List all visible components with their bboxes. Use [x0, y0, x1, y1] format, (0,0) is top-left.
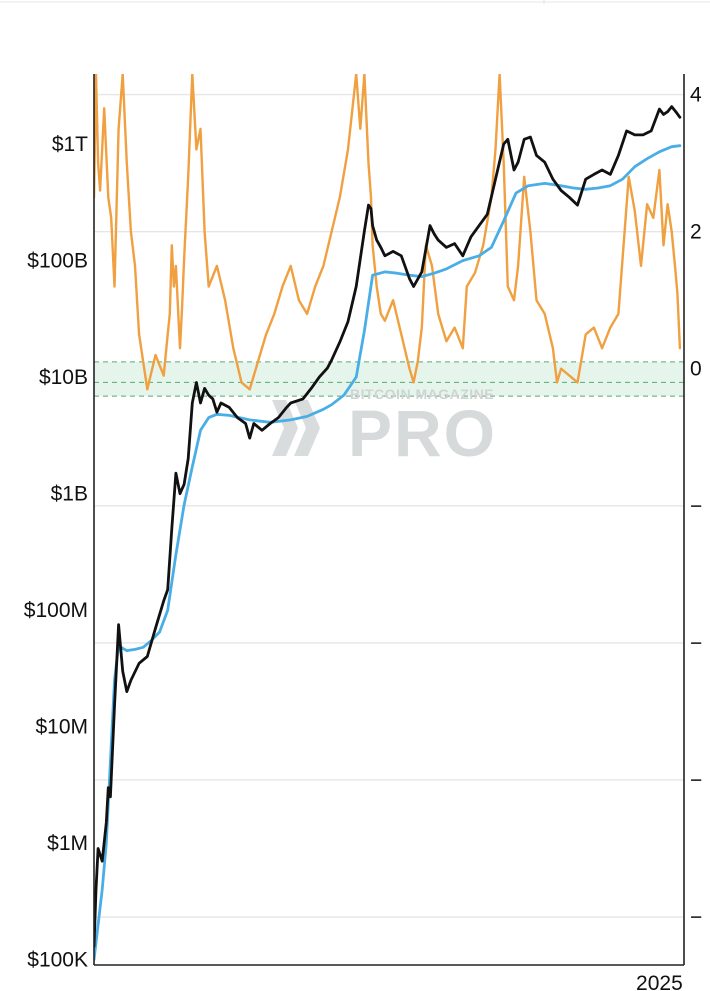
watermark-line1: BITCOIN MAGAZINE: [350, 386, 494, 402]
right-tick-label: −: [690, 495, 702, 518]
right-tick-label: −: [690, 769, 702, 792]
series-lines: [94, 74, 682, 962]
left-tick-label: $100K: [27, 949, 88, 972]
right-tick-label: 4: [690, 84, 702, 107]
realized-cap-line: [94, 144, 682, 962]
left-tick-label: $1M: [47, 832, 88, 855]
price-line: [94, 105, 682, 948]
left-tick-label: $100B: [27, 250, 88, 273]
left-axis-ticks: $100K $1M $10M $100M $1B $10B $100B $1T: [24, 133, 88, 972]
band-fill: [94, 361, 684, 397]
watermark: BITCOIN MAGAZINE PRO: [272, 386, 497, 470]
right-tick-label: 2: [690, 221, 702, 244]
neutral-band: [94, 361, 684, 397]
right-tick-label: 0: [690, 358, 702, 381]
right-axis-ticks: 4 2 0 − − − −: [690, 84, 702, 929]
left-tick-label: $10B: [39, 366, 88, 389]
right-tick-label: −: [690, 632, 702, 655]
right-tick-label: −: [690, 906, 702, 929]
grid-lines: [94, 93, 684, 918]
left-tick-label: $100M: [24, 599, 88, 622]
left-tick-label: $10M: [35, 716, 88, 739]
left-tick-label: $1B: [51, 483, 88, 506]
x-tick-label: 2025: [636, 972, 683, 991]
watermark-line2: PRO: [348, 396, 497, 470]
watermark-logo-icon: [272, 400, 320, 456]
left-tick-label: $1T: [52, 133, 88, 156]
x-axis-ticks: 2025: [636, 972, 683, 991]
